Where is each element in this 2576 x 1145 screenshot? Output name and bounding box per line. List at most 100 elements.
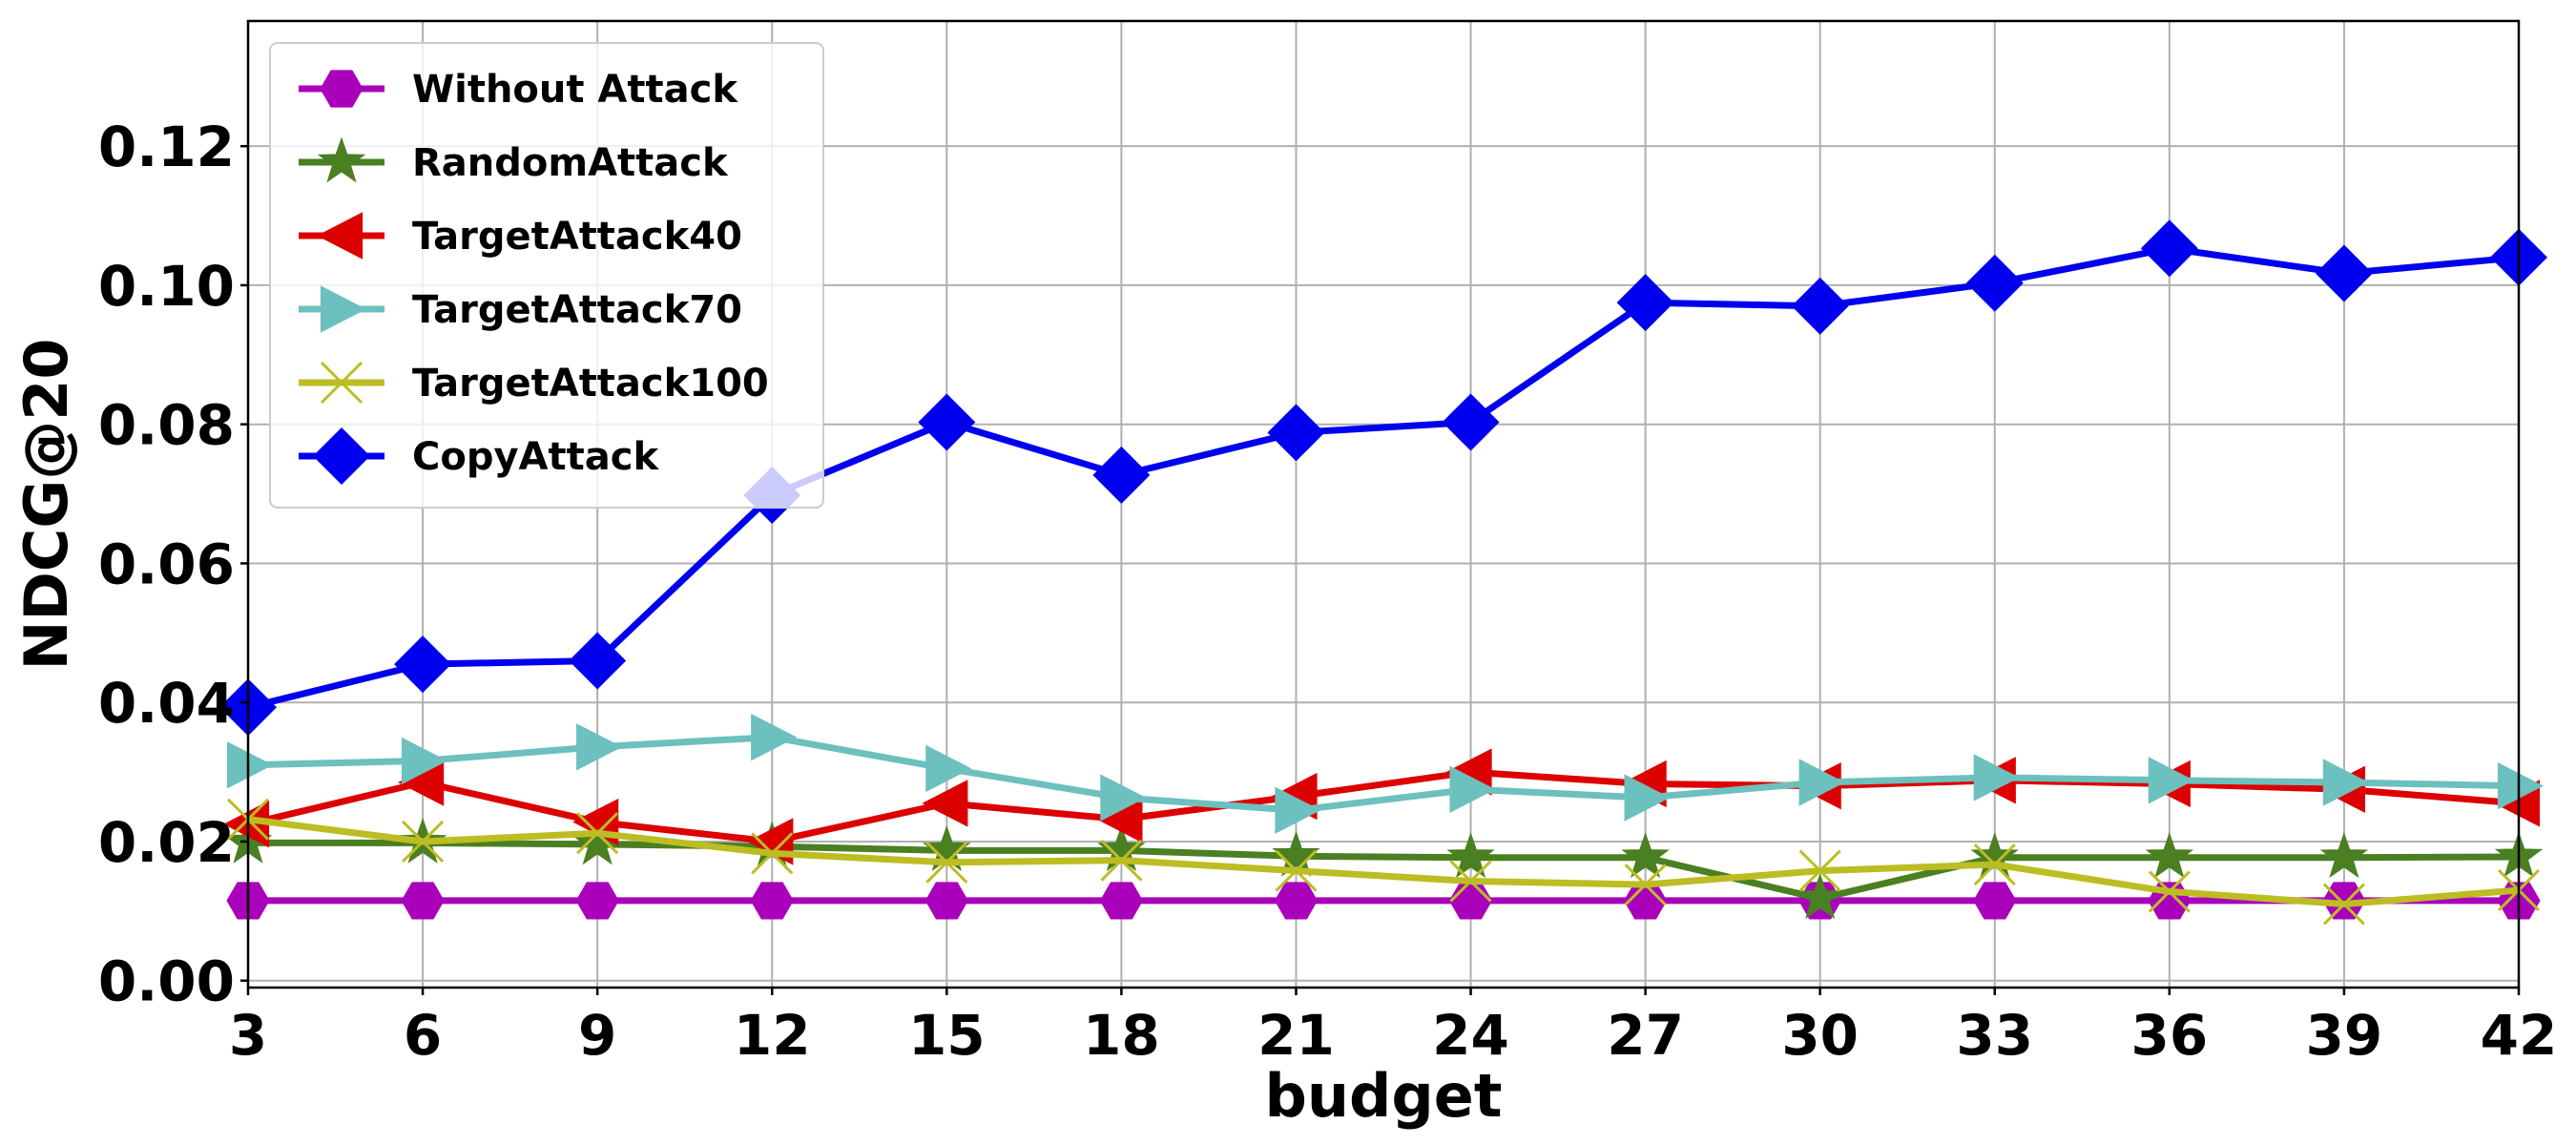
data-point <box>1796 873 1844 920</box>
legend-label: TargetAttack70 <box>412 288 742 332</box>
series-line <box>247 768 2520 845</box>
series-line <box>247 816 2520 907</box>
legend-marker <box>320 70 364 108</box>
data-point <box>1446 832 1495 879</box>
y-axis-title: NDCG@20 <box>11 338 81 670</box>
data-point <box>2315 244 2373 302</box>
legend-marker <box>317 136 366 183</box>
series-without-attack <box>226 882 2541 920</box>
data-point <box>1092 446 1151 504</box>
data-point <box>924 882 968 920</box>
data-point <box>576 723 623 771</box>
x-tick-label: 9 <box>578 1003 616 1068</box>
data-point <box>1267 404 1325 462</box>
data-point <box>1449 765 1496 813</box>
legend: Without Attack RandomAttack TargetAttack40… <box>269 42 824 509</box>
x-tick-label: 33 <box>1956 1003 2033 1068</box>
data-point <box>751 832 794 875</box>
data-point <box>2497 761 2544 810</box>
x-tick-label: 3 <box>229 1003 267 1068</box>
x-tick-label: 18 <box>1083 1003 1160 1068</box>
data-point <box>1274 882 1319 920</box>
data-point <box>747 818 794 865</box>
data-point <box>1624 774 1671 822</box>
legend-item: TargetAttack70 <box>299 285 742 333</box>
x-tick-label: 21 <box>1257 1003 1335 1068</box>
data-point <box>1448 882 1493 920</box>
legend-label: RandomAttack <box>412 141 729 185</box>
data-point <box>402 820 445 864</box>
legend-item: TargetAttack40 <box>299 212 742 260</box>
legend-item: CopyAttack <box>299 427 659 485</box>
legend-marker <box>313 427 370 485</box>
y-tick-label: 0.10 <box>98 254 235 319</box>
data-point <box>2148 757 2194 804</box>
data-point <box>1449 860 1492 903</box>
data-point <box>1099 882 1143 920</box>
data-point <box>1275 849 1318 892</box>
data-point <box>1798 759 1845 806</box>
data-point <box>223 801 270 848</box>
x-tick-label: 6 <box>404 1003 442 1068</box>
data-point <box>918 393 976 451</box>
data-point <box>2322 883 2365 926</box>
data-point <box>1973 882 2017 920</box>
legend-label: TargetAttack100 <box>412 362 769 406</box>
y-tick-label: 0.00 <box>98 949 235 1014</box>
y-tick-label: 0.06 <box>98 531 235 596</box>
series-line <box>248 839 2520 903</box>
data-point <box>1973 843 2016 886</box>
x-tick-label: 36 <box>2130 1003 2208 1068</box>
data-point <box>1275 786 1321 834</box>
series-targetattack100 <box>226 798 2541 926</box>
data-point <box>925 744 972 793</box>
data-point <box>2140 219 2198 278</box>
x-tick-label: 24 <box>1432 1003 1509 1068</box>
data-point <box>569 632 627 690</box>
data-point <box>1791 277 1849 335</box>
x-tick-label: 12 <box>734 1003 811 1068</box>
data-point <box>1100 839 1143 882</box>
data-point <box>401 737 448 785</box>
x-tick-label: 42 <box>2481 1003 2558 1068</box>
legend-marker <box>320 285 366 333</box>
x-tick-label: 39 <box>2306 1003 2383 1068</box>
data-point <box>751 713 798 761</box>
data-point <box>1096 795 1143 843</box>
data-point <box>922 780 968 827</box>
legend-box <box>269 42 824 509</box>
series-targetattack70 <box>226 713 2544 834</box>
series-line <box>247 244 2520 711</box>
x-axis-title: budget <box>1265 1061 1503 1131</box>
data-point <box>1621 832 1670 879</box>
data-point <box>925 841 968 884</box>
y-tick-label: 0.12 <box>98 114 235 179</box>
x-tick-label: 27 <box>1607 1003 1684 1068</box>
legend-marker <box>317 212 364 260</box>
data-point <box>1616 274 1674 332</box>
y-tick-label: 0.08 <box>98 393 235 458</box>
series-layer <box>219 219 2547 926</box>
x-tick-label: 15 <box>908 1003 986 1068</box>
x-tick-label: 30 <box>1781 1003 1859 1068</box>
data-point <box>401 882 445 920</box>
data-point <box>394 635 452 694</box>
data-point <box>1272 830 1320 877</box>
data-point <box>398 759 445 806</box>
series-copyattack <box>219 219 2547 737</box>
data-point <box>2322 759 2369 806</box>
y-tick-label: 0.02 <box>98 810 235 875</box>
legend-item: Without Attack <box>299 68 738 112</box>
legend-label: TargetAttack40 <box>412 215 742 259</box>
data-point <box>226 741 273 789</box>
data-point <box>575 882 619 920</box>
data-point <box>1798 849 1841 892</box>
data-point <box>1442 393 1500 451</box>
series-line <box>247 734 2520 814</box>
data-point <box>1624 864 1667 906</box>
data-point <box>576 812 619 855</box>
data-point <box>1973 754 2020 802</box>
legend-label: Without Attack <box>412 68 738 112</box>
legend-marker <box>320 361 364 405</box>
